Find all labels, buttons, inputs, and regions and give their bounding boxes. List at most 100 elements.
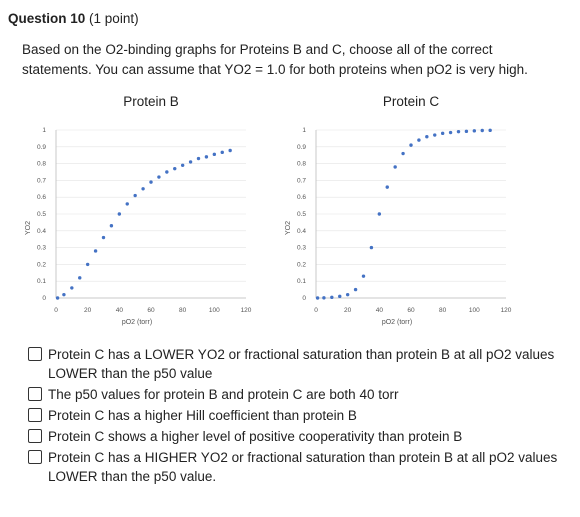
chart-2-ytick-label: 0.6: [297, 194, 306, 201]
chart-2-y-axis-label: YO2: [285, 221, 292, 235]
option-5-label: Protein C has a HIGHER YO2 or fractional…: [48, 450, 558, 484]
chart-2-data-point: [338, 294, 342, 299]
chart-1-data-point: [188, 160, 193, 164]
chart-2-xtick-label: 80: [439, 307, 447, 314]
answer-options: Protein C has a LOWER YO2 or fractional …: [28, 345, 573, 488]
chart-2-xtick-label: 60: [407, 307, 415, 314]
chart-2-data-point: [322, 296, 326, 300]
chart-2-data-point: [472, 129, 477, 133]
option-4[interactable]: Protein C shows a higher level of positi…: [28, 427, 573, 446]
chart-1-data-point: [117, 212, 122, 216]
chart-1-xtick-label: 80: [179, 307, 187, 314]
chart-1-ytick-label: 0.5: [37, 211, 46, 218]
protein-b-chart: Protein B 0 0.1 0.2 0.3 0.4 0.5 0.6 0.7 0.8 0.9 1 0 2…: [10, 92, 270, 337]
chart-1-data-point: [109, 224, 114, 228]
question-title: Question 10: [8, 11, 86, 26]
chart-2-data-point: [480, 128, 484, 133]
option-2-label: The p50 values for protein B and protein…: [48, 387, 399, 402]
chart-2-xtick-label: 20: [344, 307, 352, 314]
chart-1-data-point: [180, 163, 185, 167]
chart-2-data-point: [464, 129, 469, 134]
chart-2-xtick-label: 40: [376, 307, 384, 314]
option-2[interactable]: The p50 values for protein B and protein…: [28, 385, 573, 404]
chart-1-data-point: [133, 193, 137, 198]
chart-2-ytick-label: 1: [302, 127, 306, 134]
chart-2-data-point: [417, 138, 421, 142]
chart-1-title: Protein B: [123, 94, 179, 109]
chart-2-ytick-label: 0: [302, 295, 306, 302]
chart-2-data-point: [440, 131, 445, 136]
option-1-label: Protein C has a LOWER YO2 or fractional …: [48, 347, 555, 381]
chart-1-xtick-label: 20: [84, 307, 92, 314]
chart-2-data-point: [330, 295, 334, 300]
option-5-checkbox[interactable]: [28, 450, 42, 464]
chart-1-data-point: [93, 249, 98, 253]
protein-b-chart-svg: Protein B 0 0.1 0.2 0.3 0.4 0.5 0.6 0.7 0.8 0.9 1 0 2…: [25, 94, 252, 326]
option-5[interactable]: Protein C has a HIGHER YO2 or fractional…: [28, 448, 573, 486]
chart-1-ytick-label: 1: [42, 127, 46, 134]
chart-1-xtick-label: 0: [54, 307, 58, 314]
chart-2-ytick-label: 0.3: [297, 245, 306, 252]
chart-2-data-point: [369, 245, 374, 250]
chart-1-xtick-label: 100: [209, 307, 220, 314]
chart-1-data-point: [173, 166, 177, 171]
option-1-checkbox[interactable]: [28, 347, 42, 361]
chart-1-xtick-label: 60: [147, 307, 155, 314]
chart-1-x-axis-label: pO2 (torr): [122, 319, 152, 326]
chart-2-ytick-label: 0.2: [297, 261, 306, 268]
chart-2-data-point: [448, 130, 453, 135]
chart-1-y-axis-label: YO2: [25, 221, 32, 235]
chart-2-x-axis-label: pO2 (torr): [382, 319, 412, 326]
chart-2-ytick-label: 0.4: [297, 228, 306, 235]
chart-1-data-point: [101, 235, 106, 240]
option-2-checkbox[interactable]: [28, 387, 42, 401]
chart-1-xtick-label: 120: [241, 307, 252, 314]
chart-2-title: Protein C: [383, 94, 440, 109]
option-4-label: Protein C shows a higher level of positi…: [48, 429, 463, 444]
chart-1-ytick-label: 0: [42, 295, 46, 302]
chart-2-ytick-label: 0.5: [297, 211, 306, 218]
chart-2-data-point: [345, 292, 350, 297]
chart-1-data-point: [55, 296, 60, 300]
chart-2-data-point: [315, 296, 320, 300]
protein-c-chart-svg: Protein C 0 0.1 0.2 0.3 0.4 0.5 0.6 0.7 0.8 0.9 1 0 2…: [285, 94, 512, 326]
chart-2-data-point: [385, 185, 389, 189]
chart-2-data-point: [433, 133, 437, 137]
chart-1-data-point: [85, 262, 90, 267]
option-3-checkbox[interactable]: [28, 408, 42, 422]
chart-1-ytick-label: 0.8: [37, 161, 46, 168]
chart-2-ytick-label: 0.9: [297, 144, 306, 151]
chart-2-xtick-label: 100: [469, 307, 480, 314]
chart-1-ytick-label: 0.4: [37, 228, 46, 235]
chart-1-ytick-label: 0.7: [37, 177, 46, 184]
chart-2-data-point: [353, 287, 358, 292]
chart-2-data-point: [377, 212, 382, 216]
chart-1-data-point: [157, 175, 161, 179]
chart-2-data-point: [361, 274, 366, 278]
chart-1-data-point: [141, 187, 145, 191]
protein-c-chart: Protein C 0 0.1 0.2 0.3 0.4 0.5 0.6 0.7 0.8 0.9 1 0 2…: [270, 92, 530, 337]
chart-2-ytick-label: 0.7: [297, 177, 306, 184]
option-4-checkbox[interactable]: [28, 429, 42, 443]
option-3-label: Protein C has a higher Hill coefficient …: [48, 408, 357, 423]
chart-1-ytick-label: 0.1: [37, 278, 46, 285]
chart-2-data-point: [425, 135, 429, 139]
chart-1-data-point: [204, 155, 209, 159]
chart-2-ytick-label: 0.1: [297, 278, 306, 285]
chart-1-data-point: [165, 170, 169, 174]
chart-1-ytick-label: 0.3: [37, 245, 46, 252]
chart-1-data-point: [196, 156, 201, 161]
option-3[interactable]: Protein C has a higher Hill coefficient …: [28, 406, 573, 425]
chart-2-data-point: [401, 151, 405, 156]
chart-2-data-point: [488, 128, 492, 133]
option-1[interactable]: Protein C has a LOWER YO2 or fractional …: [28, 345, 573, 383]
chart-1-xtick-label: 40: [116, 307, 124, 314]
chart-1-data-point: [228, 148, 232, 153]
chart-1-data-point: [212, 152, 217, 157]
chart-1-data-point: [149, 180, 153, 184]
chart-2-data-point: [393, 165, 397, 169]
chart-1-data-point: [70, 286, 74, 290]
question-header: Question 10 (1 point): [8, 11, 139, 26]
chart-1-data-point: [220, 150, 224, 155]
chart-2-xtick-label: 0: [314, 307, 318, 314]
